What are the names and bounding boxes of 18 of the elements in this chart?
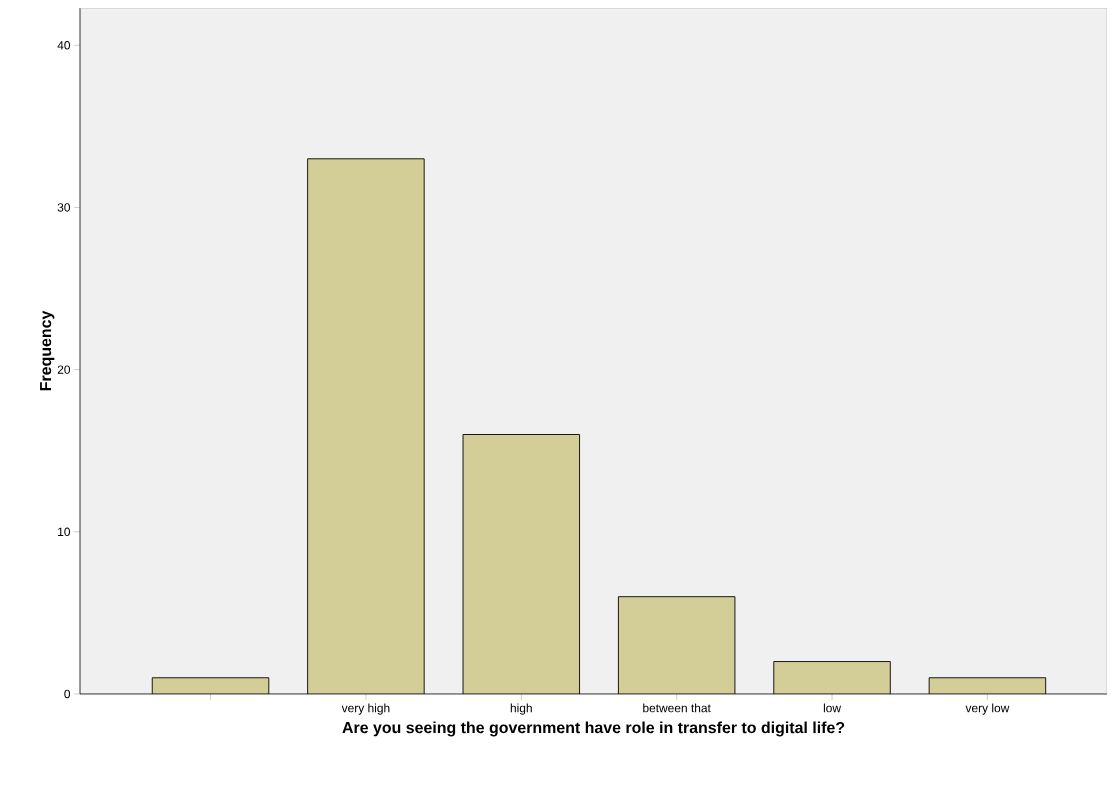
bar xyxy=(463,434,580,694)
y-tick-label: 10 xyxy=(58,527,71,537)
x-tick-label: between that xyxy=(643,703,711,713)
x-tick-label: very high xyxy=(341,703,390,715)
y-tick-label: 30 xyxy=(57,203,71,212)
x-axis-title: Are you seeing the government have role in transfer to digital life? xyxy=(342,721,845,737)
x-tick-label: high xyxy=(510,703,532,715)
y-axis-title: Frequency xyxy=(40,310,55,391)
x-tick-label: low xyxy=(823,703,842,713)
bar xyxy=(928,677,1047,694)
bar xyxy=(152,677,269,694)
y-tick-label: 40 xyxy=(57,41,71,50)
y-tick-label: 0 xyxy=(64,689,71,699)
x-tick-label: very low xyxy=(965,703,1010,715)
y-tick-label: 20 xyxy=(57,365,71,374)
bar xyxy=(307,158,425,694)
bar xyxy=(618,596,735,694)
bar xyxy=(773,661,891,694)
